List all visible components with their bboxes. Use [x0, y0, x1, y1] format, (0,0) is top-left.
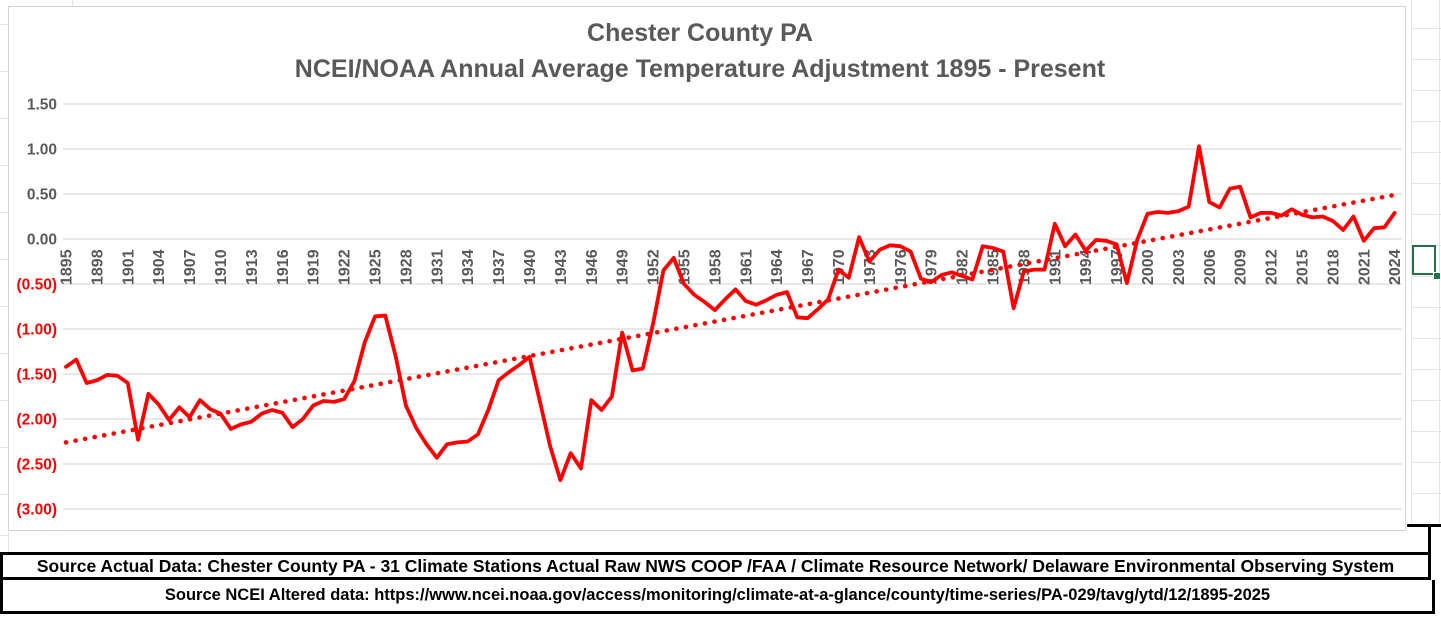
y-axis-label: 1.00: [27, 142, 57, 159]
linear-trendline-dotted[interactable]: [63, 192, 1397, 445]
selected-cell[interactable]: [1412, 245, 1436, 275]
x-axis-label: 1916: [275, 249, 292, 285]
spreadsheet-gridline: [0, 259, 8, 260]
spreadsheet-gridline: [8, 532, 9, 553]
x-axis-label: 1952: [646, 249, 663, 285]
spreadsheet-gridline: [1439, 0, 1440, 526]
spreadsheet-gridline: [1411, 121, 1441, 122]
x-axis-label: 1961: [738, 249, 755, 285]
spreadsheet-gridline: [1411, 28, 1441, 29]
spreadsheet-gridline: [0, 71, 8, 72]
source-actual-data-text: Source Actual Data: Chester County PA - …: [36, 555, 1395, 576]
x-axis-label: 1931: [429, 249, 446, 285]
y-axis-label: (2.00): [17, 412, 58, 429]
x-axis-label: 1937: [491, 249, 508, 285]
spreadsheet-gridline: [1411, 431, 1441, 432]
spreadsheet-gridline: [0, 447, 8, 448]
selection-fill-handle[interactable]: [1433, 272, 1441, 280]
temperature-chart-svg: 1.50 1.00 0.50 0.00 (0.50) (1.00) (1.50) (2.00)…: [17, 19, 1405, 519]
spreadsheet-gridline: [0, 535, 8, 536]
spreadsheet-gridline: [1411, 462, 1441, 463]
x-axis-label: 1895: [59, 249, 76, 285]
source-ncei-data-row[interactable]: Source NCEI Altered data: https://www.nc…: [0, 580, 1435, 614]
y-axis-label: (3.00): [17, 502, 58, 519]
x-axis-label: 1985: [986, 249, 1003, 285]
chart-title-line2: NCEI/NOAA Annual Average Temperature Adj…: [295, 55, 1106, 83]
spreadsheet-gridline: [72, 0, 73, 6]
spreadsheet-gridline: [0, 353, 8, 354]
chart-title-line1: Chester County PA: [587, 19, 813, 47]
spreadsheet-gridline: [1411, 276, 1441, 277]
spreadsheet-gridline: [0, 400, 8, 401]
y-axis-label: (0.50): [17, 277, 58, 294]
source-actual-data-row[interactable]: Source Actual Data: Chester County PA - …: [0, 552, 1431, 580]
x-axis-label: 2021: [1356, 249, 1373, 285]
spreadsheet-gridline: [0, 306, 8, 307]
spreadsheet-gridline: [1411, 0, 1412, 526]
spreadsheet-gridline: [1411, 369, 1441, 370]
spreadsheet-gridline: [1411, 214, 1441, 215]
x-axis-label: 1919: [306, 249, 323, 285]
x-axis-label: 2006: [1202, 249, 1219, 285]
x-axis-label: 1958: [707, 249, 724, 285]
spreadsheet-gridline: [1411, 400, 1441, 401]
x-axis-label: 1994: [1078, 249, 1095, 285]
x-axis-label: 1907: [182, 249, 199, 285]
spreadsheet-gridline: [1411, 493, 1441, 494]
x-axis-label: 1910: [213, 249, 230, 285]
cell-border-vertical: [1428, 524, 1431, 553]
x-axis-label: 2015: [1295, 249, 1312, 285]
spreadsheet-gridline: [0, 165, 8, 166]
x-axis-label: 1979: [924, 249, 941, 285]
spreadsheet-gridline: [0, 212, 8, 213]
x-axis-label: 1922: [337, 249, 354, 285]
x-axis-label: 2012: [1264, 249, 1281, 285]
cell-border-top-right: [1407, 524, 1441, 527]
x-axis-label: 1976: [893, 249, 910, 285]
y-axis-label: 0.00: [27, 232, 57, 249]
spreadsheet-gridline: [0, 494, 8, 495]
x-axis-label: 1928: [398, 249, 415, 285]
x-axis-label: 2003: [1171, 249, 1188, 285]
x-axis-label: 1949: [615, 249, 632, 285]
x-axis-label: 1898: [89, 249, 106, 285]
y-axis-label: 1.50: [27, 97, 57, 114]
series-line[interactable]: [64, 144, 1397, 483]
x-axis-label: 1991: [1047, 249, 1064, 285]
spreadsheet-gridline: [1411, 307, 1441, 308]
x-axis-label: 1946: [584, 249, 601, 285]
x-axis-label: 1988: [1016, 249, 1033, 285]
x-axis-label: 2009: [1233, 249, 1250, 285]
x-axis-label: 2018: [1325, 249, 1342, 285]
x-axis-label: 1925: [368, 249, 385, 285]
x-axis-label: 1940: [522, 249, 539, 285]
y-axis-label: (1.00): [17, 322, 58, 339]
x-axis-label: 2024: [1387, 249, 1404, 285]
x-axis-label: 1943: [553, 249, 570, 285]
x-axis-label: 1904: [151, 249, 168, 285]
spreadsheet-gridline: [1411, 152, 1441, 153]
source-ncei-data-text: Source NCEI Altered data: https://www.nc…: [164, 586, 1271, 604]
spreadsheet-gridline: [1411, 338, 1441, 339]
spreadsheet-gridline: [1411, 183, 1441, 184]
y-axis-label: (1.50): [17, 367, 58, 384]
spreadsheet-gridline: [0, 24, 8, 25]
x-axis-label: 1913: [244, 249, 261, 285]
x-axis-label: 1964: [769, 249, 786, 285]
y-axis-label: (2.50): [17, 457, 58, 474]
spreadsheet-gridline: [1411, 59, 1441, 60]
chart-object[interactable]: 1.50 1.00 0.50 0.00 (0.50) (1.00) (1.50) (2.00)…: [8, 6, 1406, 531]
x-axis-label: 1901: [120, 249, 137, 285]
x-axis-label: 1967: [800, 249, 817, 285]
x-axis-label: 2000: [1140, 249, 1157, 285]
spreadsheet-gridline: [0, 118, 8, 119]
y-axis-label: 0.50: [27, 187, 57, 204]
x-axis-label: 1934: [460, 249, 477, 285]
spreadsheet-gridline: [1411, 90, 1441, 91]
